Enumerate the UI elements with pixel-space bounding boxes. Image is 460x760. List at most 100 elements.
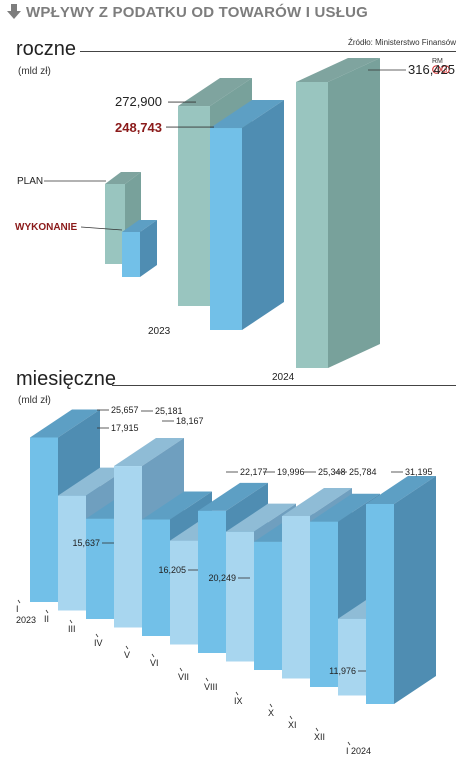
monthly-bar-4-label: 25,181: [155, 406, 183, 416]
monthly-bar-12-front: [338, 618, 366, 696]
monthly-bar-7-front: [198, 510, 226, 653]
monthly-category-10: X: [268, 708, 274, 718]
monthly-category-1-year: 2023: [16, 615, 36, 625]
monthly-category-9-tick: [235, 691, 239, 696]
header: WPŁYWY Z PODATKU OD TOWARÓW I USŁUG: [6, 4, 368, 21]
monthly-bar-1-front: [30, 437, 58, 602]
bar-2024-plan: [296, 58, 380, 368]
monthly-bar-13-label: 31,195: [405, 467, 433, 477]
monthly-category-12: XII: [314, 732, 325, 742]
source-label: Źródło: Ministerstwo Finansów: [348, 38, 457, 47]
legend-execution-bar-top: [122, 220, 157, 232]
monthly-category-11-tick: [289, 715, 293, 720]
monthly-category-7: VII: [178, 672, 189, 682]
monthly-bar-2-top: [58, 467, 128, 496]
annual-unit-label: (mld zł): [18, 66, 51, 77]
monthly-bar-7-label: 22,177: [240, 467, 268, 477]
monthly-bar-6-label: 16,205: [158, 565, 186, 575]
monthly-category-3: III: [68, 624, 76, 634]
monthly-bar-13-front: [366, 504, 394, 704]
bar-2023-execution: [210, 100, 284, 331]
category-2023-label: 2023: [148, 326, 171, 337]
credit-initials: RM: [432, 58, 443, 65]
monthly-bar-9-front: [254, 541, 282, 670]
monthly-category-10-tick: [269, 703, 273, 708]
monthly-unit-label: (mld zł): [18, 395, 51, 406]
monthly-bar-7-top: [198, 482, 268, 511]
monthly-bar-2-label: 17,915: [111, 423, 139, 433]
monthly-bar-8-front: [226, 531, 254, 662]
monthly-bar-10-top: [282, 487, 352, 516]
bar-2023-plan-label: 272,900: [115, 94, 162, 109]
bar-2024-plan-side: [328, 58, 380, 368]
legend-plan-bar-top: [105, 172, 141, 184]
monthly-category-13-tick: [347, 741, 351, 746]
monthly-category-6: VI: [150, 658, 159, 668]
monthly-bar-13-side: [394, 476, 436, 704]
monthly-bar-8-label: 20,249: [208, 573, 236, 583]
monthly-bar-10-front: [282, 515, 310, 679]
copyright-p-icon: c p: [432, 65, 450, 74]
legend-execution-bar: [122, 220, 157, 277]
monthly-bar-5-label: 18,167: [176, 416, 204, 426]
monthly-bar-3-label: 15,637: [72, 538, 100, 548]
monthly-category-12-tick: [315, 727, 319, 732]
monthly-category-4: IV: [94, 638, 103, 648]
arrow-down-icon: [7, 4, 21, 19]
bar-2024-plan-top: [296, 58, 380, 82]
monthly-bar-1-label: 25,657: [111, 405, 139, 415]
legend-execution-bar-front: [122, 232, 140, 277]
header-title: WPŁYWY Z PODATKU OD TOWARÓW I USŁUG: [26, 4, 368, 21]
legend-plan-bar-front: [105, 184, 125, 264]
monthly-bar-2-front: [58, 495, 86, 611]
monthly-bar-11-top: [310, 493, 380, 522]
monthly-category-7-tick: [179, 667, 183, 672]
monthly-bar-4-top: [114, 438, 184, 467]
monthly-bar-11-label: 25,784: [349, 467, 377, 477]
monthly-category-6-tick: [151, 653, 155, 658]
bar-2023-plan-top: [178, 78, 252, 107]
legend-execution-label: WYKONANIE: [15, 222, 78, 233]
monthly-category-5-tick: [125, 645, 129, 650]
monthly-bar-5-front: [142, 519, 170, 636]
bar-2024-plan-label: 316,425: [408, 62, 455, 77]
svg-text:p: p: [444, 68, 448, 74]
monthly-category-3-tick: [69, 619, 73, 624]
monthly-category-8: VIII: [204, 682, 218, 692]
monthly-category-5: V: [124, 650, 130, 660]
bar-2024-plan-front: [296, 82, 328, 368]
bar-2023-execution-side: [242, 100, 284, 331]
annual-title-rule: [80, 51, 456, 52]
monthly-category-1-tick: [17, 599, 21, 604]
annual-section-title: roczne: [16, 38, 77, 60]
monthly-category-2-tick: [45, 609, 49, 614]
monthly-bar-1-top: [30, 409, 100, 438]
credit: RM c p: [432, 58, 460, 75]
monthly-title-rule: [112, 385, 456, 386]
monthly-bar-11-front: [310, 521, 338, 687]
monthly-bar-13: [366, 476, 436, 704]
monthly-category-4-tick: [95, 633, 99, 638]
bar-2023-execution-front: [210, 128, 242, 330]
monthly-category-1: I: [16, 604, 19, 614]
legend-execution-bar-side: [140, 220, 157, 277]
monthly-bar-12-label: 11,976: [329, 666, 356, 676]
monthly-bar-9-label: 19,996: [277, 467, 305, 477]
monthly-bar-6-front: [170, 540, 198, 645]
monthly-category-8-tick: [205, 677, 209, 682]
bar-2023-plan-front: [178, 106, 210, 306]
category-2024-label: 2024: [272, 372, 295, 383]
monthly-section-title: miesięczne: [16, 368, 117, 390]
monthly-bar-13-top: [366, 476, 436, 504]
legend-plan-label: PLAN: [17, 176, 43, 187]
bar-2023-execution-label: 248,743: [115, 120, 162, 135]
svg-text:c: c: [435, 68, 438, 74]
monthly-bar-3-front: [86, 518, 114, 619]
monthly-bar-8-top: [226, 503, 296, 532]
bar-2023-execution-top: [210, 100, 284, 129]
monthly-bar-5-top: [142, 491, 212, 520]
monthly-category-11: XI: [288, 720, 297, 730]
legend-execution-leader: [80, 226, 123, 231]
